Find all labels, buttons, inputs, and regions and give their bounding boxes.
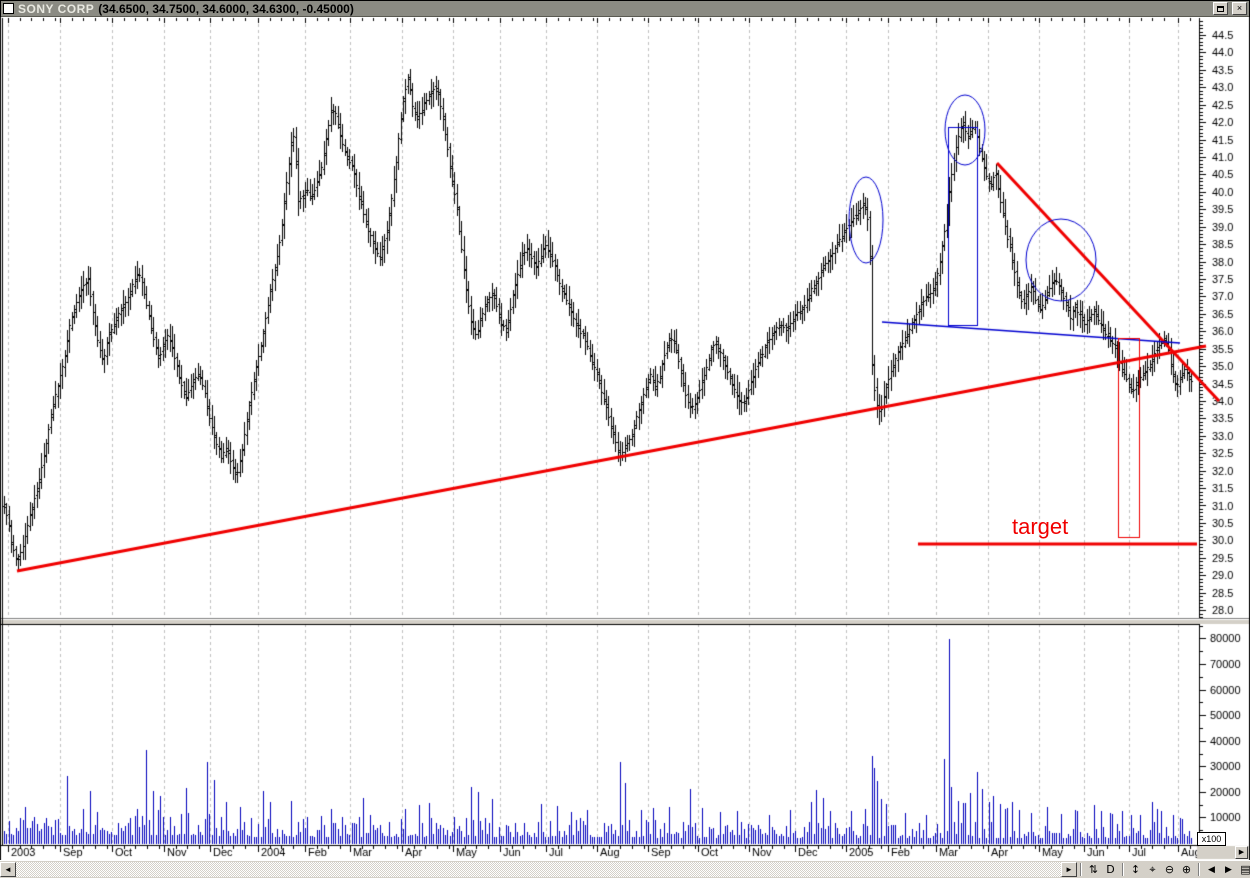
menu-button[interactable]: ▤ xyxy=(1238,862,1250,877)
titlebar[interactable]: SONY CORP (34.6500, 34.7500, 34.6000, 34… xyxy=(1,1,1249,17)
zoom-in-icon: ⊕ xyxy=(1181,862,1192,876)
close-icon: × xyxy=(1236,3,1243,13)
next-button[interactable]: ▶ xyxy=(1221,862,1236,877)
restore-button[interactable] xyxy=(1213,2,1228,15)
menu-icon: ▤ xyxy=(1240,862,1250,876)
pan-button[interactable]: ⌖ xyxy=(1145,862,1160,877)
prev-button[interactable]: ◀ xyxy=(1204,862,1219,877)
zoom-out-icon: ⊖ xyxy=(1164,862,1175,876)
periodicity-daily-icon: D xyxy=(1106,862,1115,876)
refresh-icon: ⇅ xyxy=(1088,862,1099,876)
volume-unit-label: x100 xyxy=(1197,832,1226,846)
toolbar-separator xyxy=(1080,863,1082,876)
vertical-scale-icon: ↕ xyxy=(1130,862,1141,876)
scroll-right-button[interactable]: ► xyxy=(1061,862,1077,877)
toolbar-separator xyxy=(1198,863,1200,876)
close-button[interactable]: × xyxy=(1232,2,1247,15)
window-icon xyxy=(3,3,14,14)
periodicity-button[interactable]: D xyxy=(1103,862,1118,877)
scrollbar-track[interactable] xyxy=(16,862,1061,877)
restore-icon xyxy=(1217,5,1224,12)
zoom-out-button[interactable]: ⊖ xyxy=(1162,862,1177,877)
prev-icon: ◀ xyxy=(1208,864,1215,875)
next-icon: ▶ xyxy=(1225,864,1232,875)
expand-button[interactable]: ▶ xyxy=(1235,846,1248,859)
zoom-in-button[interactable]: ⊕ xyxy=(1179,862,1194,877)
vertical-scale-button[interactable]: ↕ xyxy=(1128,862,1143,877)
toolbar-separator xyxy=(1122,863,1124,876)
pan-icon: ⌖ xyxy=(1149,862,1156,876)
target-annotation-label: target xyxy=(1012,514,1069,539)
bottom-scrollbar: ◄ ► ⇅ D ↕ ⌖ ⊖ ⊕ ◀ ▶ ▤ xyxy=(0,860,1250,878)
title-quote: (34.6500, 34.7500, 34.6000, 34.6300, -0.… xyxy=(98,1,354,16)
scroll-left-button[interactable]: ◄ xyxy=(0,862,16,877)
title-symbol: SONY CORP xyxy=(18,1,95,16)
refresh-button[interactable]: ⇅ xyxy=(1086,862,1101,877)
